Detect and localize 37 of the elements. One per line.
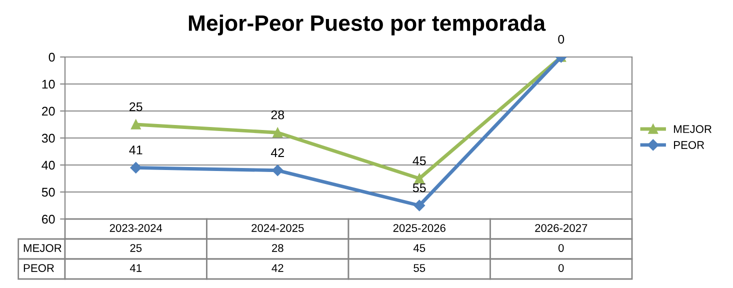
- data-label: 42: [272, 264, 284, 272]
- chart-title: Mejor-Peor Puesto por temporada: [188, 14, 546, 36]
- legend-label: MEJOR: [674, 125, 712, 134]
- x-tick-label: 2025-2026: [393, 224, 446, 232]
- y-tick-label: 10: [42, 80, 55, 89]
- y-tick-label: 40: [42, 160, 55, 170]
- data-label: 28: [272, 244, 284, 252]
- point: [130, 162, 142, 174]
- text: 55: [412, 183, 426, 192]
- y-tick-label: 30: [42, 134, 55, 143]
- data-label: 41: [130, 264, 142, 272]
- text: 0: [558, 34, 564, 44]
- text: 41: [129, 146, 142, 154]
- y-tick-label: 50: [42, 188, 55, 197]
- data-label: 25: [130, 244, 142, 252]
- point: [414, 174, 424, 184]
- y-tick-label: 0: [48, 52, 55, 62]
- data-label: 0: [558, 264, 564, 272]
- data-label: 45: [413, 244, 426, 252]
- text: PEOR: [24, 264, 54, 272]
- text: 45: [412, 156, 426, 166]
- x-tick-label: 2024-2025: [252, 224, 304, 232]
- text: 25: [130, 102, 142, 112]
- text: 28: [271, 110, 284, 120]
- point: [272, 128, 282, 138]
- text: MEJOR: [24, 244, 62, 252]
- data-label: 0: [558, 244, 564, 252]
- point: [414, 200, 425, 212]
- y-tick-label: 60: [42, 214, 55, 224]
- x-tick-label: 2023-2024: [110, 224, 162, 232]
- point: [272, 164, 284, 176]
- data-label: 55: [414, 264, 426, 272]
- x-tick-label: 2026-2027: [535, 224, 588, 232]
- legend-label: PEOR: [674, 141, 704, 149]
- point: [131, 120, 141, 130]
- y-tick-label: 20: [42, 106, 55, 116]
- text: 42: [270, 148, 284, 157]
